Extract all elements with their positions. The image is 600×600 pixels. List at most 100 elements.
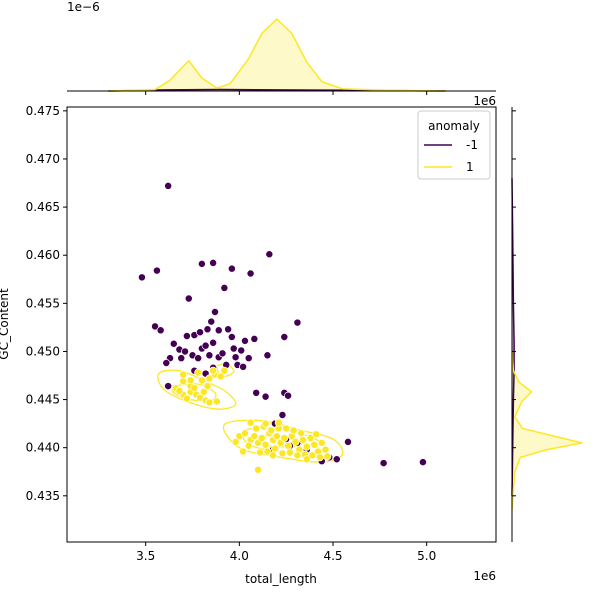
scatter-point — [297, 429, 306, 438]
y-axis-label: GC_Content — [0, 288, 11, 360]
scatter-point — [177, 354, 186, 363]
scatter-point — [284, 441, 293, 450]
scatter-point — [278, 449, 287, 458]
scatter-point — [282, 424, 291, 433]
scatter-point — [289, 426, 298, 435]
scatter-point — [280, 333, 289, 341]
scatter-point — [156, 326, 165, 335]
scatter-point — [244, 354, 253, 363]
x-tick-label: 4.0 — [230, 549, 249, 563]
scatter-point — [332, 455, 341, 464]
scatter-point — [310, 440, 319, 449]
scatter-point — [212, 397, 221, 406]
scatter-point — [256, 448, 264, 457]
scatter-point — [205, 374, 214, 383]
scatter-point — [218, 349, 227, 358]
scatter-point — [278, 411, 287, 419]
scatter-point — [270, 444, 279, 453]
y-tick-label: 0.455 — [26, 296, 60, 310]
x-tick-label: 4.5 — [323, 549, 342, 563]
x-axis-label: total_length — [245, 572, 317, 586]
scatter-point — [379, 459, 388, 468]
scatter-point — [227, 264, 236, 273]
marginal-right — [511, 107, 583, 542]
scatter-point — [207, 317, 216, 326]
scatter-point — [209, 338, 218, 347]
scatter-point — [220, 283, 229, 292]
scatter-point — [164, 382, 173, 391]
scatter-point — [244, 441, 253, 450]
scatter-point — [211, 308, 219, 316]
scatter-point — [239, 447, 248, 456]
scatter-point — [285, 448, 294, 457]
scatter-point — [261, 440, 270, 449]
scatter-point — [182, 332, 191, 340]
scatter-point — [280, 434, 289, 443]
scatter-point — [272, 432, 281, 441]
scatter-point — [197, 376, 206, 385]
scatter-point — [175, 386, 184, 395]
scatter-point — [315, 453, 324, 462]
marginal-right-curve — [511, 351, 583, 511]
scatter-point — [302, 442, 311, 451]
scatter-point — [265, 250, 274, 259]
main-plot: 3.5 4.0 4.5 5.0 0.435 0.440 0.445 0.450 0.455 0.… — [0, 94, 497, 586]
scatter-point — [231, 353, 240, 362]
legend: anomaly -1 1 — [417, 110, 491, 180]
scatter-point — [216, 372, 225, 381]
marginal-top-curve — [108, 18, 446, 92]
scatter-point — [224, 325, 233, 334]
scatter-point — [267, 426, 276, 435]
y-tick-label: 0.450 — [26, 344, 60, 358]
x-tick-label: 3.5 — [136, 549, 155, 563]
scatter-point — [203, 325, 212, 334]
scatter-point — [151, 322, 159, 331]
legend-entry-neg1: -1 — [466, 138, 478, 152]
scatter-point — [194, 354, 203, 363]
scatter-point — [293, 318, 302, 327]
scatter-point — [306, 434, 315, 443]
y-tick-label: 0.435 — [26, 489, 60, 503]
scatter-point — [220, 366, 229, 375]
kde-contour — [157, 369, 237, 410]
scatter-point — [252, 388, 261, 397]
scatter-point — [250, 334, 259, 343]
scatter-point — [209, 258, 218, 267]
scatter-point — [229, 344, 238, 353]
scatter-point — [137, 273, 146, 282]
scatter-point — [179, 377, 188, 386]
scatter-point — [261, 419, 270, 428]
scatter-point — [194, 368, 203, 377]
y-tick-label: 0.445 — [26, 393, 60, 407]
legend-frame — [417, 110, 491, 180]
scatter-point — [205, 398, 214, 407]
scatter-point — [246, 418, 255, 427]
scatter-point — [291, 437, 300, 446]
scatter-point — [302, 455, 311, 464]
x-tick-label: 5.0 — [417, 549, 436, 563]
scatter-point — [252, 424, 261, 433]
scatter-point — [250, 432, 259, 441]
scatter-point — [231, 437, 240, 446]
scatter-point — [308, 451, 317, 460]
scatter-point — [284, 391, 293, 400]
scatter-point — [323, 452, 332, 461]
scatter-point — [261, 392, 270, 401]
scatter-point — [162, 359, 171, 367]
y-tick-label: 0.440 — [26, 441, 60, 455]
y-tick-label: 0.460 — [26, 248, 60, 262]
scatter-point — [182, 394, 191, 403]
x-offset-label: 1e6 — [473, 569, 496, 583]
scatter-point — [418, 458, 427, 467]
scatter-point — [263, 447, 272, 456]
marginal-top-offset-label: 1e−6 — [67, 0, 100, 14]
scatter-point — [263, 351, 272, 360]
scatter-point — [190, 384, 199, 392]
scatter-point — [312, 430, 321, 439]
scatter-point — [241, 336, 249, 345]
scatter-point — [239, 362, 248, 371]
scatter-point — [241, 429, 249, 438]
scatter-point — [227, 333, 236, 341]
y-tick-label: 0.475 — [26, 104, 60, 118]
scatter-point — [179, 370, 188, 379]
